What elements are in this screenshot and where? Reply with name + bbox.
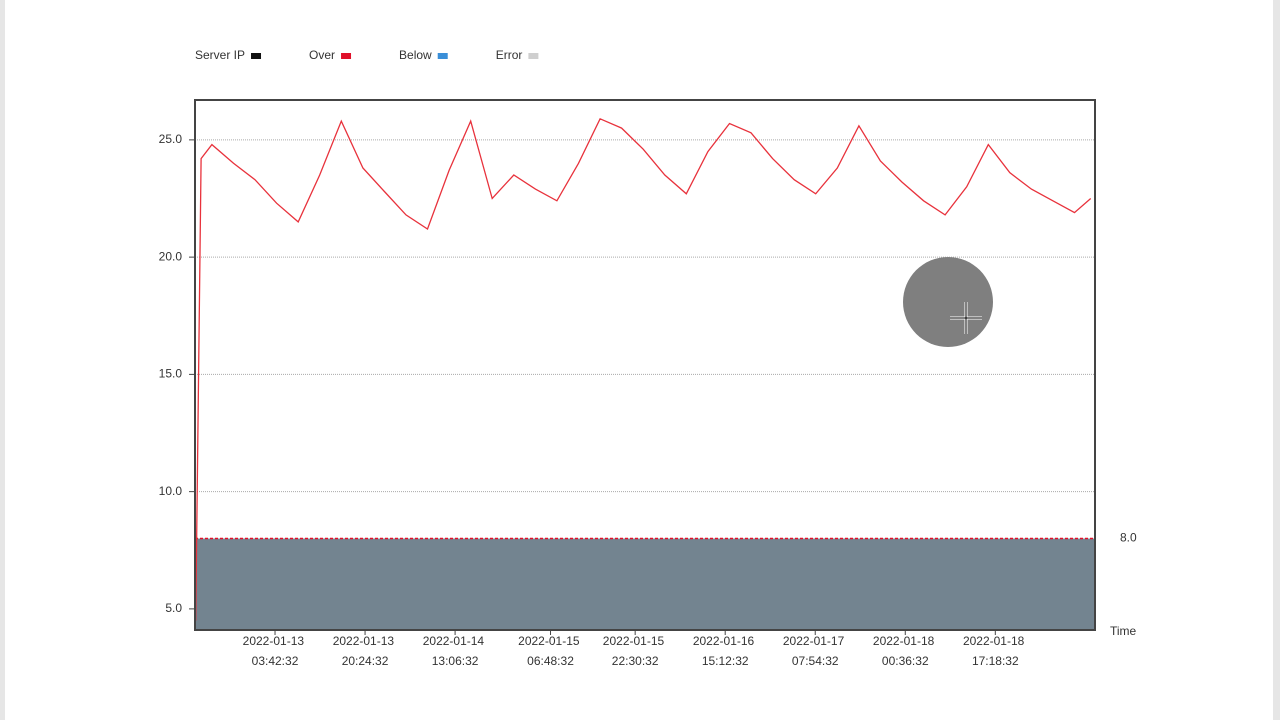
x-tick-label: 2022-01-13 20:24:32 [333, 634, 398, 668]
x-tick-label: 2022-01-15 06:48:32 [518, 634, 583, 668]
legend-swatch [341, 53, 352, 59]
legend-label: Server IP [195, 48, 245, 62]
x-tick-label: 2022-01-13 03:42:32 [243, 634, 308, 668]
x-tick-label: 2022-01-16 15:12:32 [693, 634, 758, 668]
plot: 5.0 10.0 15.0 20.0 25.0 2022-01-13 03:42:32 20… [159, 117, 1137, 668]
threshold-area [195, 538, 1095, 630]
threshold-label: 8.0 [1120, 531, 1137, 545]
y-tick-label: 5.0 [165, 601, 182, 615]
y-tick-label: 20.0 [159, 249, 183, 263]
cursor-circle [903, 257, 993, 347]
legend-label: Below [399, 48, 432, 62]
legend-label: Over [309, 48, 335, 62]
x-tick-label: 2022-01-14 13:06:32 [423, 634, 488, 668]
legend-swatch [251, 53, 262, 59]
cursor [903, 257, 993, 347]
x-tick-label: 2022-01-17 07:54:32 [783, 634, 848, 668]
x-tick-label: 2022-01-18 00:36:32 [873, 634, 938, 668]
y-tick-label: 25.0 [159, 132, 183, 146]
data-line [195, 117, 1092, 621]
y-tick-label: 15.0 [159, 367, 183, 381]
legend-swatch [528, 53, 539, 59]
plot-frame [194, 99, 1096, 631]
y-tick-label: 10.0 [159, 484, 183, 498]
legend: Server IP Over Below Error [195, 48, 539, 62]
x-tick-label: 2022-01-18 17:18:32 [963, 634, 1028, 668]
right-edge [1273, 0, 1280, 720]
x-tick-label: 2022-01-15 22:30:32 [603, 634, 668, 668]
legend-swatch [437, 53, 448, 59]
x-axis-label: Time [1110, 624, 1137, 638]
left-edge [0, 0, 5, 720]
cursor-cross-inner [950, 302, 982, 334]
legend-label: Error [496, 48, 523, 62]
